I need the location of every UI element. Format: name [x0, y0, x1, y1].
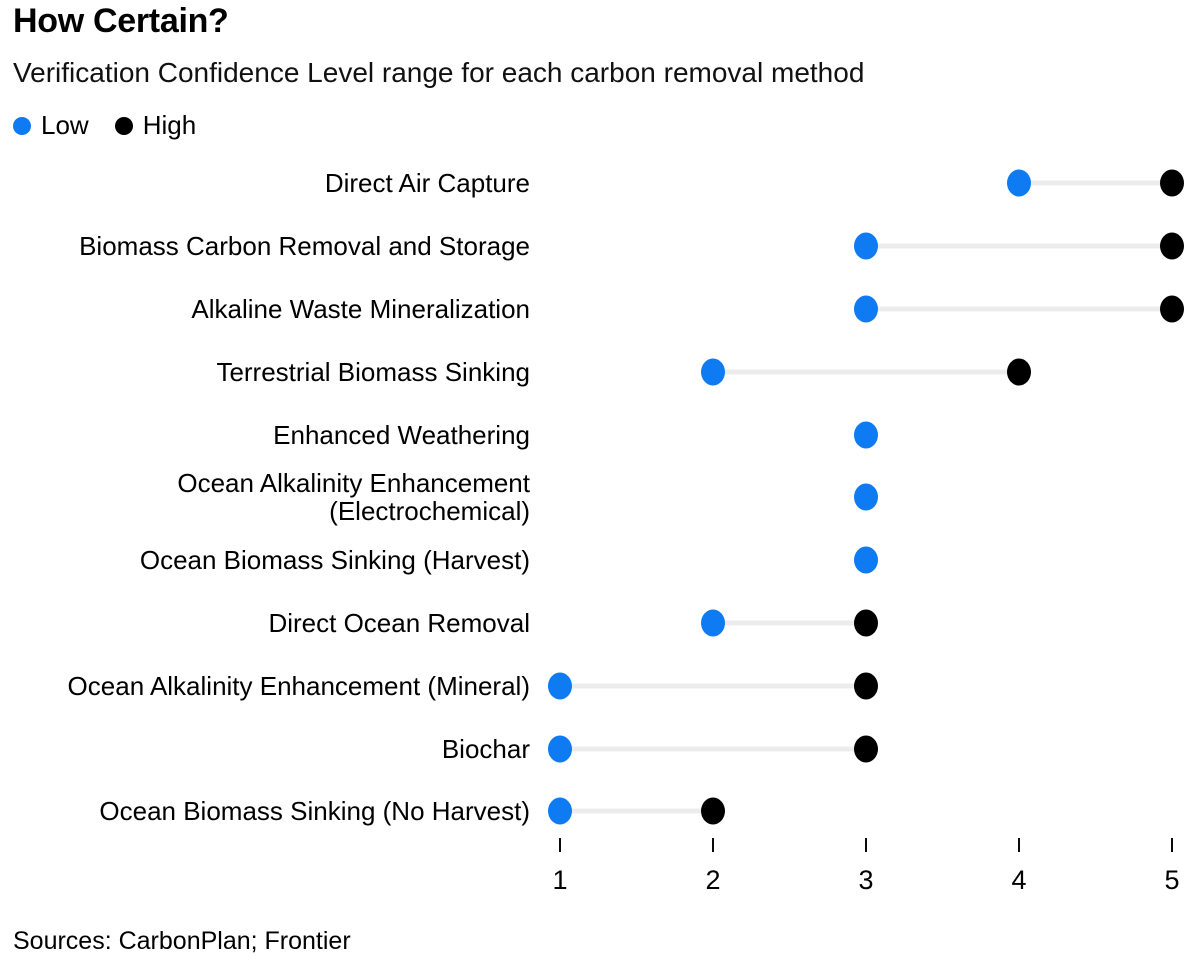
chart-row: Terrestrial Biomass Sinking — [0, 340, 1196, 403]
sources-note: Sources: CarbonPlan; Frontier — [13, 927, 351, 955]
chart-row: Ocean Biomass Sinking (Harvest) — [0, 529, 1196, 592]
axis-tick-label: 2 — [705, 865, 721, 895]
range-line — [560, 808, 713, 814]
high-dot — [1160, 295, 1184, 323]
high-dot — [1160, 232, 1184, 260]
range-line — [713, 620, 866, 626]
category-label: Biomass Carbon Removal and Storage — [79, 231, 530, 262]
chart-row: Biochar — [0, 717, 1196, 780]
low-dot — [854, 483, 878, 511]
chart-row: Direct Ocean Removal — [0, 592, 1196, 655]
category-label: Ocean Biomass Sinking (Harvest) — [139, 545, 530, 576]
dumbbell-chart: Direct Air Capture Biomass Carbon Removal… — [0, 152, 1196, 843]
chart-row: Enhanced Weathering — [0, 403, 1196, 466]
low-dot — [854, 546, 878, 574]
axis-tick-label: 1 — [552, 865, 568, 895]
legend-label-high: High — [142, 110, 197, 140]
category-label: Direct Ocean Removal — [268, 607, 530, 638]
high-legend-dot-icon — [114, 116, 133, 135]
axis-tick-label: 5 — [1164, 865, 1180, 895]
range-line — [866, 306, 1172, 312]
high-dot — [1160, 169, 1184, 197]
range-line — [713, 369, 1019, 375]
chart-row: Biomass Carbon Removal and Storage — [0, 215, 1196, 278]
chart-row: Ocean Alkalinity Enhancement (Electroche… — [0, 466, 1196, 529]
low-dot — [701, 358, 725, 386]
chart-row: Direct Air Capture — [0, 152, 1196, 215]
legend-item-low: Low — [13, 110, 89, 141]
low-dot — [854, 421, 878, 449]
category-label: Ocean Biomass Sinking (No Harvest) — [99, 796, 530, 827]
axis-tick-label: 4 — [1011, 865, 1027, 895]
legend: Low High — [13, 110, 196, 141]
axis-tick-mark — [865, 838, 867, 852]
low-legend-dot-icon — [13, 116, 31, 135]
low-dot — [854, 295, 878, 323]
low-dot — [548, 672, 572, 700]
x-axis: 1 2 3 4 5 — [0, 833, 1196, 913]
high-dot — [701, 797, 725, 825]
category-label: Terrestrial Biomass Sinking — [216, 356, 530, 387]
range-line — [560, 683, 866, 689]
category-label: Enhanced Weathering — [273, 419, 530, 450]
low-dot — [1007, 169, 1031, 197]
category-label: Alkaline Waste Mineralization — [191, 293, 530, 324]
legend-item-high: High — [114, 110, 197, 141]
category-label: Ocean Alkalinity Enhancement (Electroche… — [177, 468, 530, 527]
axis-tick-mark — [559, 838, 561, 852]
low-dot — [854, 232, 878, 260]
chart-row: Ocean Alkalinity Enhancement (Mineral) — [0, 654, 1196, 717]
chart-title: How Certain? — [13, 2, 229, 40]
range-line — [866, 243, 1172, 249]
low-dot — [701, 609, 725, 637]
axis-tick-mark — [1018, 838, 1020, 852]
high-dot — [854, 672, 878, 700]
category-label: Biochar — [441, 733, 530, 764]
axis-tick-mark — [1171, 838, 1173, 852]
chart-row: Ocean Biomass Sinking (No Harvest) — [0, 780, 1196, 843]
category-label: Ocean Alkalinity Enhancement (Mineral) — [67, 670, 530, 701]
high-dot — [1007, 358, 1031, 386]
range-line — [560, 746, 866, 752]
low-dot — [548, 797, 572, 825]
chart-subtitle: Verification Confidence Level range for … — [13, 57, 865, 88]
low-dot — [548, 735, 572, 763]
range-line — [1019, 180, 1172, 186]
axis-tick-mark — [712, 838, 714, 852]
high-dot — [854, 735, 878, 763]
axis-tick-label: 3 — [858, 865, 874, 895]
chart-row: Alkaline Waste Mineralization — [0, 278, 1196, 341]
high-dot — [854, 609, 878, 637]
legend-label-low: Low — [41, 110, 89, 140]
category-label: Direct Air Capture — [324, 168, 530, 199]
